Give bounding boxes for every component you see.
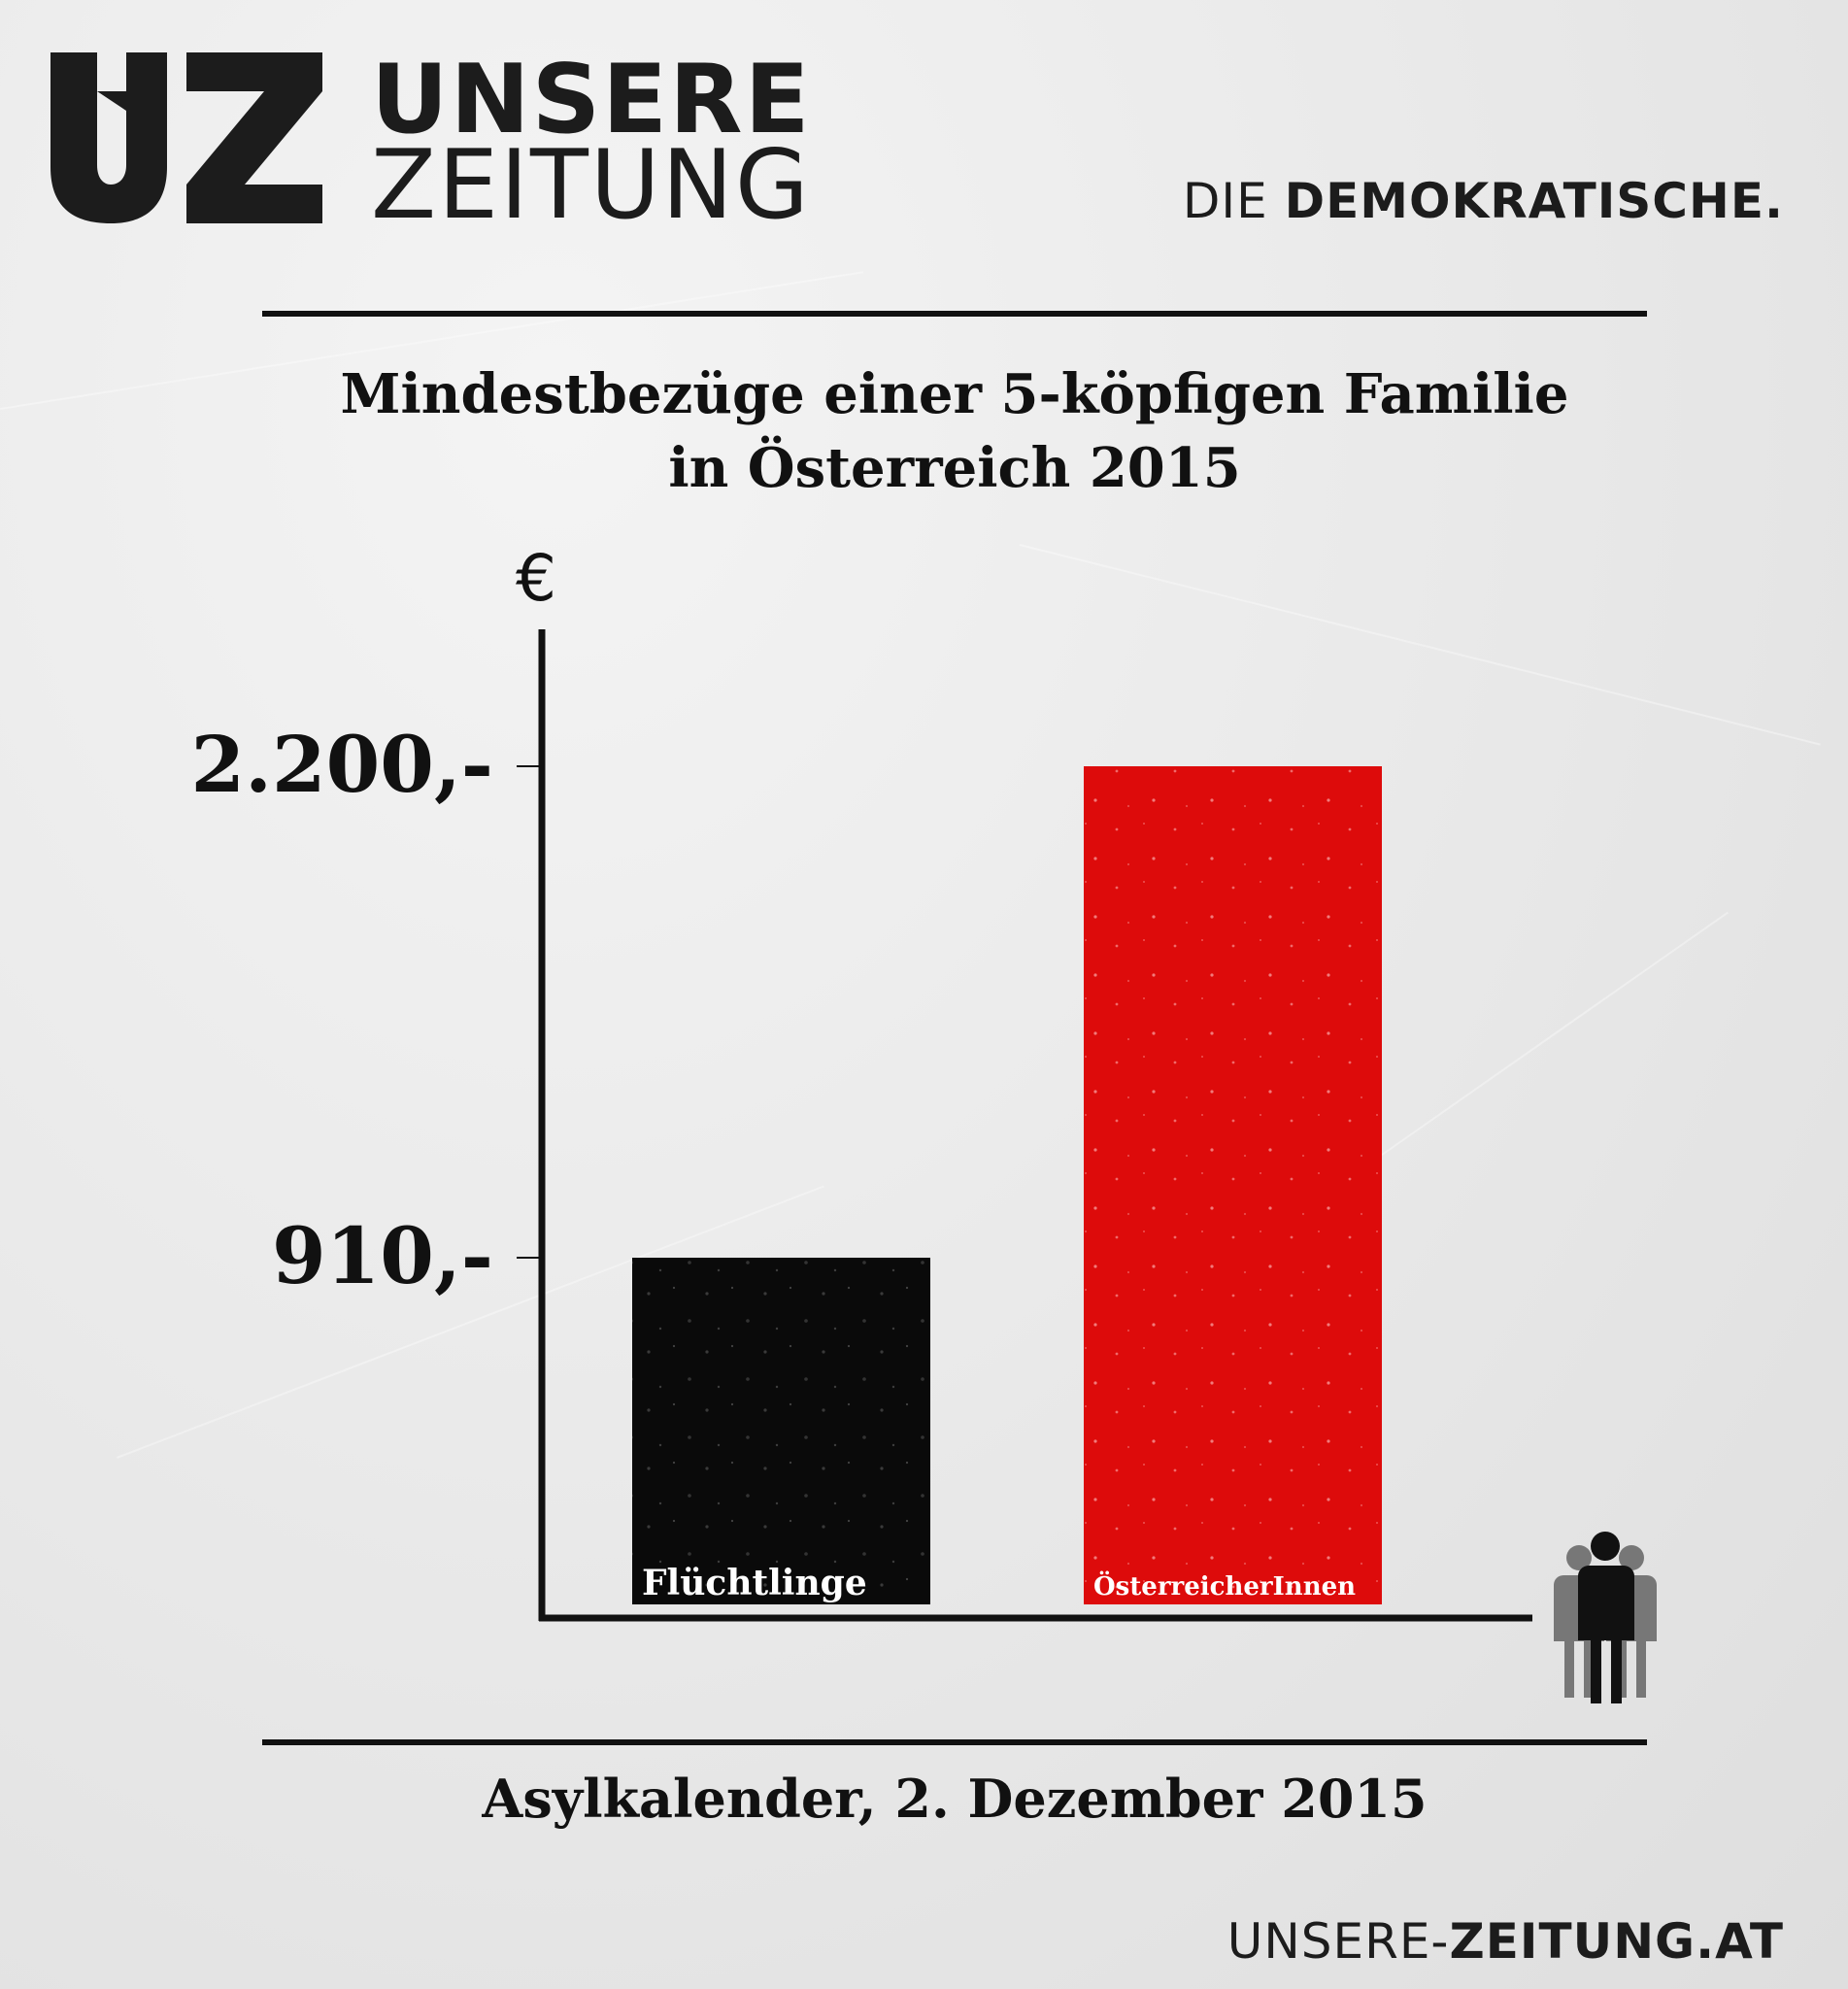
logo: UNSERE ZEITUNG [50,49,810,233]
bar-2 [1084,766,1382,1604]
logo-text-line1: UNSERE [371,45,812,155]
y-tick-label: 2.200,- [190,719,493,810]
family-group-icon [1554,1532,1657,1703]
footer-caption: Asylkalender, 2. Dezember 2015 [482,1768,1428,1830]
bar-1 [632,1258,930,1604]
y-tick-label: 910,- [272,1210,493,1301]
chart-title-line2: in Österreich 2015 [668,436,1241,500]
bar-category-label: ÖsterreicherInnen [1093,1570,1356,1601]
chart-title: Mindestbezüge einer 5-köpfigen Familie i… [262,357,1647,505]
y-ticks-group: 910,- 2.200,- [190,719,540,1301]
y-axis-label: € [516,541,556,616]
tagline: DIE DEMOKRATISCHE. [1183,173,1784,229]
site-prefix: UNSERE- [1226,1913,1450,1970]
top-divider [262,311,1647,317]
chart-title-line1: Mindestbezüge einer 5-köpfigen Familie [340,362,1569,426]
tagline-prefix: DIE [1182,173,1285,229]
bottom-divider [262,1739,1647,1745]
bar-category-label: Flüchtlinge [642,1563,867,1603]
site-bold: ZEITUNG.AT [1449,1913,1784,1970]
bars-group: Flüchtlinge ÖsterreicherInnen [632,766,1382,1604]
website-url: UNSERE-ZEITUNG.AT [1227,1913,1784,1970]
uz-logo-mark-icon [50,52,322,223]
logo-text-line2: ZEITUNG [371,130,811,241]
tagline-bold: DEMOKRATISCHE. [1284,173,1784,229]
